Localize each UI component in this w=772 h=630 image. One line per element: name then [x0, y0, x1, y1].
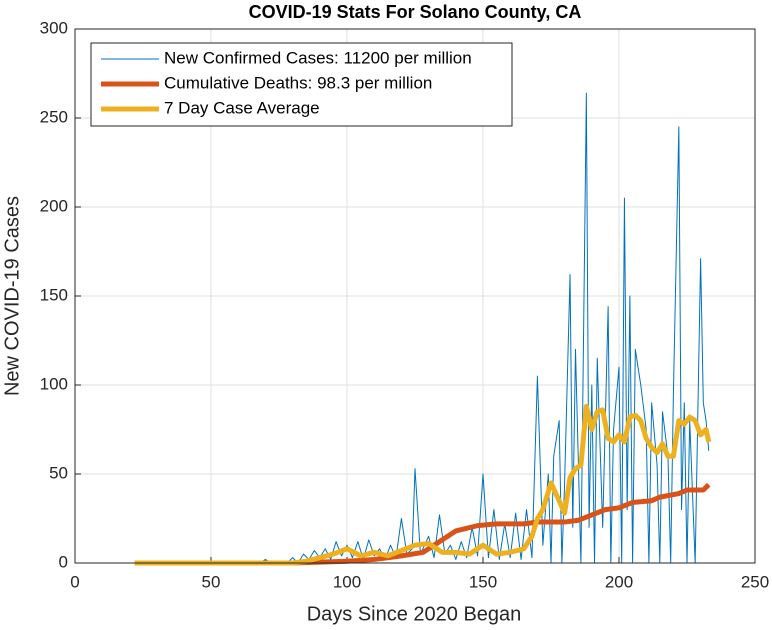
x-tick-label: 50: [202, 572, 221, 591]
series-line: [134, 403, 712, 566]
legend-label: Cumulative Deaths: 98.3 per million: [164, 73, 432, 92]
x-tick-label: 0: [70, 572, 79, 591]
y-tick-label: 250: [40, 107, 68, 126]
x-tick-label: 150: [469, 572, 497, 591]
y-axis-label: New COVID-19 Cases: [1, 196, 23, 396]
y-tick-label: 200: [40, 196, 68, 215]
y-tick-label: 100: [40, 374, 68, 393]
y-tick-label: 150: [40, 285, 68, 304]
x-tick-label: 200: [605, 572, 633, 591]
x-tick-label: 250: [741, 572, 769, 591]
x-tick-label: 100: [333, 572, 361, 591]
series-line: [134, 482, 711, 566]
y-tick-label: 50: [49, 463, 68, 482]
y-tick-label: 300: [40, 18, 68, 37]
legend-label: 7 Day Case Average: [164, 98, 320, 117]
x-axis-label: Days Since 2020 Began: [307, 603, 522, 625]
y-tick-label: 0: [59, 552, 68, 571]
legend-box: [90, 42, 513, 127]
legend-label: New Confirmed Cases: 11200 per million: [164, 48, 472, 67]
axes-box: [74, 28, 756, 564]
chart-title: COVID-19 Stats For Solano County, CA: [249, 2, 582, 22]
